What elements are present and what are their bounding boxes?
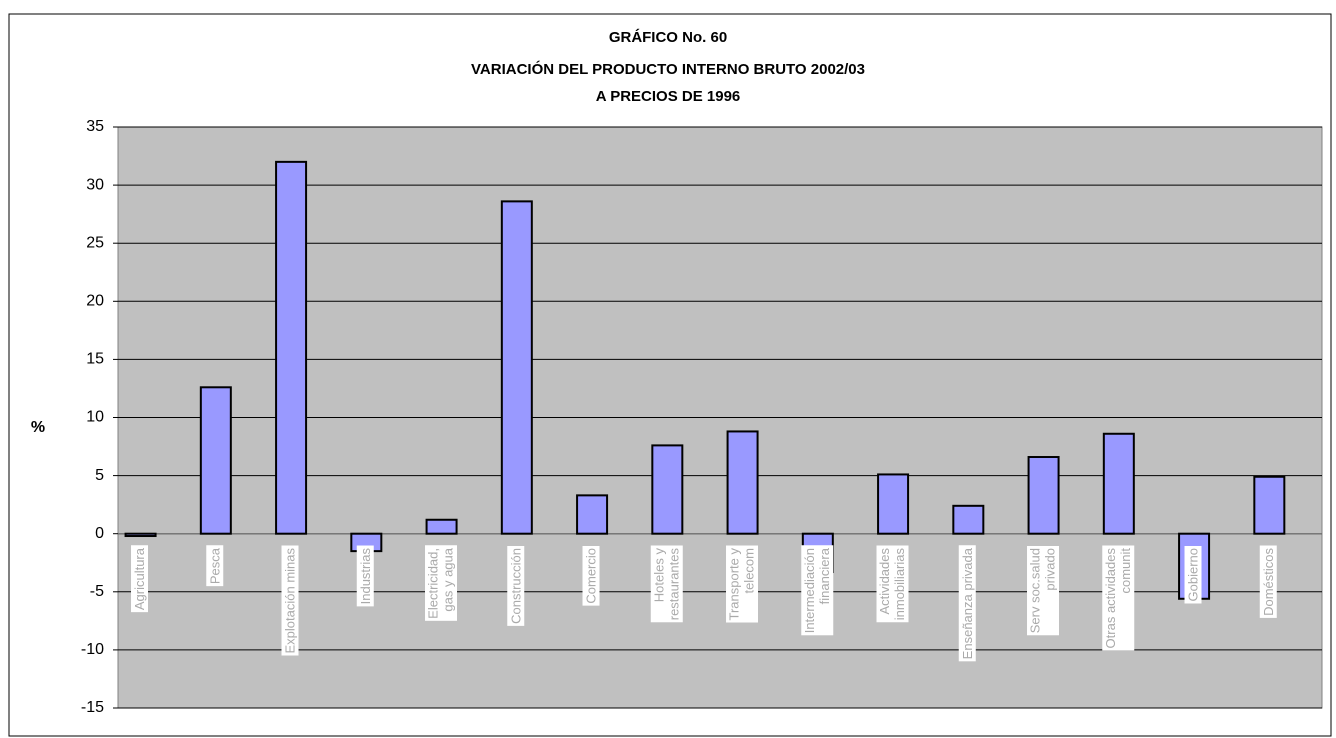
y-tick-label: 10 xyxy=(86,409,104,426)
x-tick-label: Pesca xyxy=(207,547,222,584)
x-tick-label: Agricultura xyxy=(132,547,147,610)
x-tick-label-group: Agricultura xyxy=(131,545,149,613)
chart-title: GRÁFICO No. 60 xyxy=(609,29,727,46)
x-tick-label-line: Transporte y xyxy=(727,548,742,621)
x-tick-label-group: Hoteles yrestaurantes xyxy=(650,545,683,623)
x-tick-label-group: Serv soc.saludprivado xyxy=(1027,546,1060,636)
bar xyxy=(576,494,609,535)
x-tick-label-bg xyxy=(1184,546,1202,604)
x-tick-label-group: Transporte ytelecom xyxy=(726,545,759,623)
bar xyxy=(500,200,533,535)
x-tick-label-group: Pesca xyxy=(206,545,224,587)
x-tick-label-bg xyxy=(650,545,683,623)
bar xyxy=(199,386,232,535)
y-tick-label: -15 xyxy=(81,699,104,716)
x-tick-label-line: comunit xyxy=(1118,548,1133,594)
x-tick-label-bg xyxy=(281,545,299,656)
x-tick-label-line: restaurantes xyxy=(667,548,682,621)
y-tick-label: 35 xyxy=(86,118,104,135)
x-tick-label-bg xyxy=(1102,545,1135,651)
x-tick-label: Domésticos xyxy=(1261,548,1276,616)
bar xyxy=(651,444,684,535)
y-tick-label: -10 xyxy=(81,641,104,658)
bar xyxy=(952,504,985,535)
x-tick-label-line: privado xyxy=(1043,548,1058,591)
x-tick-label-line: Intermediación xyxy=(802,548,817,633)
bar xyxy=(726,430,759,535)
x-tick-label: Actividadesinmobiliarias xyxy=(878,548,908,621)
x-tick-label-line: Serv soc.salud xyxy=(1028,548,1043,633)
x-tick-label-bg xyxy=(1259,545,1277,618)
x-tick-label: Intermediaciónfinanciera xyxy=(802,547,832,633)
x-tick-label: Explotación minas xyxy=(283,548,298,654)
y-tick-label: 30 xyxy=(86,176,104,193)
x-tick-label: Transporte ytelecom xyxy=(727,548,757,621)
x-tick-label-group: Gobierno xyxy=(1184,546,1202,604)
chart-title: VARIACIÓN DEL PRODUCTO INTERNO BRUTO 200… xyxy=(471,60,865,78)
x-tick-label-line: Otras actividades xyxy=(1103,548,1118,649)
bar xyxy=(1027,456,1060,535)
x-tick-label: Enseñanza privada xyxy=(960,547,975,659)
x-tick-label-line: inmobiliarias xyxy=(893,548,908,621)
y-tick-label: 15 xyxy=(86,351,104,368)
x-tick-label: Otras actividadescomunit xyxy=(1103,548,1133,649)
x-tick-label-group: Comercio xyxy=(582,546,600,606)
x-tick-label-group: Domésticos xyxy=(1259,545,1277,618)
x-tick-label-bg xyxy=(131,545,149,613)
y-tick-label: 5 xyxy=(95,467,104,484)
x-tick-label-bg xyxy=(1027,546,1060,636)
x-tick-label-line: financiera xyxy=(817,547,832,604)
bar xyxy=(275,160,308,535)
y-tick-label: 0 xyxy=(95,525,104,542)
bar xyxy=(1102,432,1135,535)
x-tick-label-line: Electricidad, xyxy=(426,548,441,619)
x-tick-label-bg xyxy=(876,545,909,623)
x-tick-label-group: Explotación minas xyxy=(281,545,299,656)
y-tick-label: 20 xyxy=(86,293,104,310)
x-tick-label: Industrias xyxy=(358,548,373,605)
x-tick-label-group: Construcción xyxy=(507,546,525,626)
x-tick-label-group: Actividadesinmobiliarias xyxy=(876,545,909,623)
y-tick-label: -5 xyxy=(90,583,104,600)
x-tick-label-line: telecom xyxy=(742,548,757,594)
x-tick-label-bg xyxy=(425,545,458,621)
x-tick-label-line: Hoteles y xyxy=(652,548,667,603)
x-tick-label-bg xyxy=(958,545,976,662)
x-tick-label-group: Industrias xyxy=(356,545,374,607)
x-tick-label-bg xyxy=(507,546,525,626)
x-tick-label: Hoteles yrestaurantes xyxy=(652,548,682,621)
x-tick-label-group: Intermediaciónfinanciera xyxy=(801,545,834,636)
bar xyxy=(124,532,157,538)
x-tick-label-line: Actividades xyxy=(878,548,893,615)
x-tick-label-bg xyxy=(582,546,600,606)
x-tick-label: Serv soc.saludprivado xyxy=(1028,548,1058,633)
x-tick-label-group: Electricidad,gas y agua xyxy=(425,545,458,621)
x-tick-label-group: Otras actividadescomunit xyxy=(1102,545,1135,651)
x-tick-label-line: gas y agua xyxy=(441,547,456,611)
x-tick-label-bg xyxy=(356,545,374,607)
x-tick-label-group: Enseñanza privada xyxy=(958,545,976,662)
x-tick-label-bg xyxy=(801,545,834,636)
x-tick-label: Gobierno xyxy=(1186,548,1201,601)
x-tick-label-bg xyxy=(726,545,759,623)
y-axis-label: % xyxy=(31,419,45,436)
bar xyxy=(425,518,458,535)
x-tick-label: Construcción xyxy=(508,548,523,624)
y-tick-label: 25 xyxy=(86,234,104,251)
bar xyxy=(877,473,910,535)
x-tick-label: Electricidad,gas y agua xyxy=(426,547,456,619)
chart-title: A PRECIOS DE 1996 xyxy=(596,88,741,105)
x-tick-label-bg xyxy=(206,545,224,587)
x-tick-label: Comercio xyxy=(584,548,599,604)
bar xyxy=(1253,475,1286,535)
